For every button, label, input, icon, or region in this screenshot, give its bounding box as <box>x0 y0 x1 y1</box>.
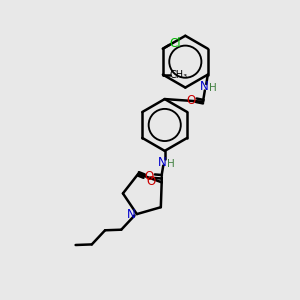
Text: N: N <box>158 156 167 169</box>
Text: H: H <box>167 158 175 169</box>
Text: Cl: Cl <box>169 37 181 50</box>
Text: O: O <box>186 94 196 107</box>
Text: CH₃: CH₃ <box>169 70 187 80</box>
Text: O: O <box>145 170 154 183</box>
Text: O: O <box>146 175 156 188</box>
Text: N: N <box>200 80 208 94</box>
Text: H: H <box>209 83 217 94</box>
Text: N: N <box>127 208 135 221</box>
